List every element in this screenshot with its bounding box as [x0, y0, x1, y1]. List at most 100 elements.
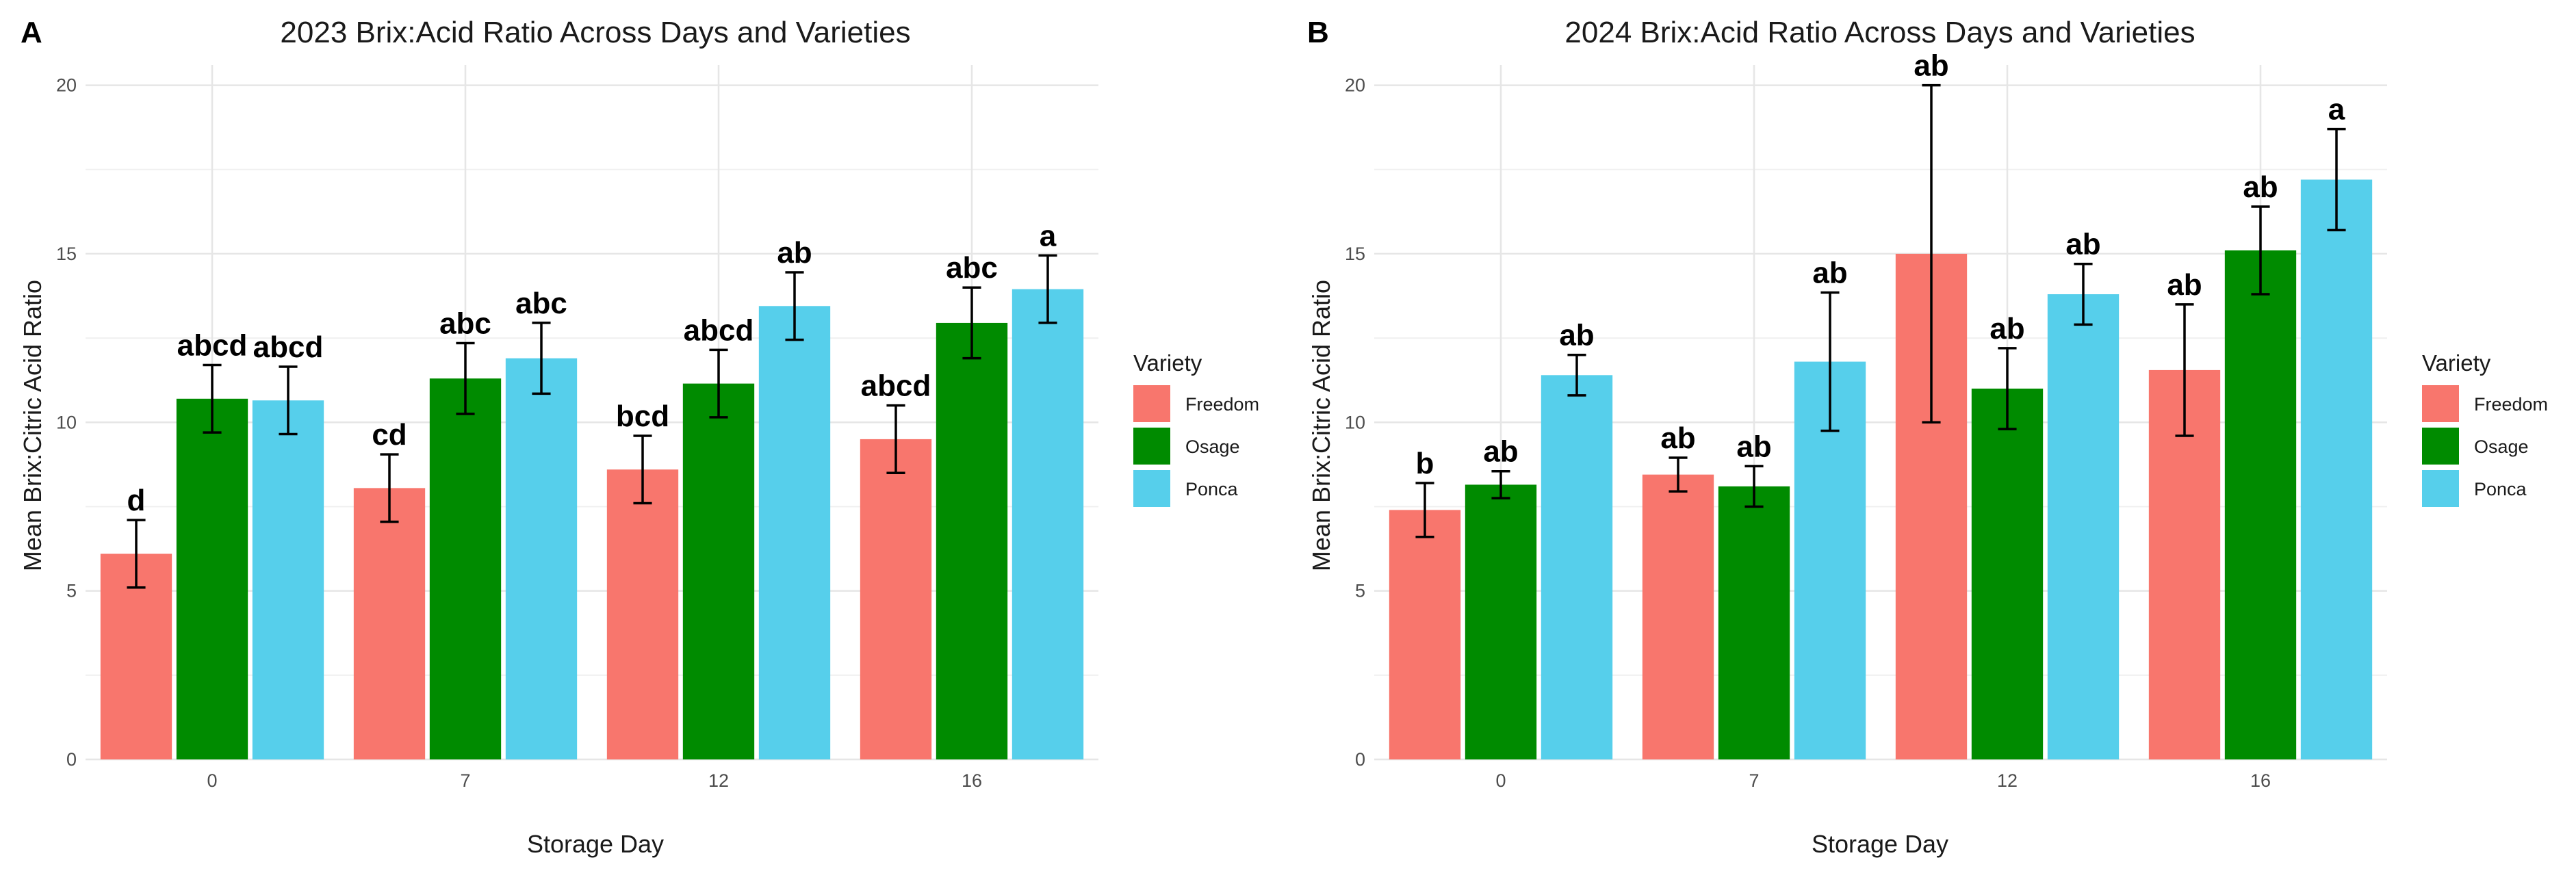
bar-ponca-day-12: [758, 306, 831, 759]
bar-ponca-day-0: [252, 400, 324, 759]
bar-osage-day-12: [682, 383, 755, 759]
significance-label: abc: [515, 287, 567, 320]
y-axis-label-a: Mean Brix:Citric Acid Ratio: [18, 280, 47, 571]
y-tick-label: 15: [1345, 244, 1365, 264]
x-tick-label: 7: [1749, 770, 1759, 791]
significance-label: ab: [2243, 170, 2278, 204]
error-bar: [1820, 291, 1840, 432]
x-tick-label: 12: [1997, 770, 2018, 791]
significance-label: ab: [1914, 49, 1948, 83]
bar-freedom-day-7: [353, 488, 426, 759]
significance-label: abc: [439, 307, 491, 340]
significance-label: cd: [372, 418, 407, 452]
y-tick-label: 0: [66, 749, 77, 770]
error-bar: [2074, 262, 2093, 326]
bar-osage-day-16: [2224, 250, 2297, 760]
error-bar: [1567, 353, 1586, 397]
bar-ponca-day-16: [2300, 179, 2373, 759]
y-tick-label: 5: [1355, 581, 1365, 601]
legend-label-ponca-b: Ponca: [2474, 479, 2527, 499]
legend-swatch-osage-a: [1133, 428, 1170, 465]
bar-ponca-day-12: [2047, 294, 2120, 759]
error-bar: [886, 404, 905, 474]
error-bar: [633, 434, 652, 505]
significance-label: ab: [1812, 257, 1847, 290]
legend-label-ponca-a: Ponca: [1185, 479, 1239, 499]
legend-label-freedom-a: Freedom: [1185, 394, 1259, 415]
significance-label: abcd: [684, 313, 754, 347]
bar-osage-day-0: [176, 398, 248, 759]
error-bar: [1922, 83, 1941, 424]
error-bar: [1491, 469, 1510, 499]
error-bar: [1669, 456, 1688, 493]
error-bar: [380, 453, 399, 523]
chart-title-a: 2023 Brix:Acid Ratio Across Days and Var…: [280, 16, 910, 49]
plot-area-b: 0 5 10 15 20 0 7 12 16 b ab ab ab ab ab ab ab ab ab ab a: [1345, 49, 2387, 791]
error-bar: [1415, 482, 1434, 538]
legend-swatch-freedom-b: [2422, 385, 2459, 422]
x-tick-label: 16: [2250, 770, 2271, 791]
bar-freedom-day-0: [1389, 510, 1461, 759]
legend-swatch-osage-b: [2422, 428, 2459, 465]
x-axis-label-a: Storage Day: [527, 830, 664, 858]
legend-swatch-freedom-a: [1133, 385, 1170, 422]
error-bar: [709, 348, 728, 419]
significance-label: ab: [2065, 228, 2100, 261]
significance-label: abcd: [253, 330, 324, 364]
x-tick-label: 0: [207, 770, 217, 791]
legend-label-osage-b: Osage: [2474, 436, 2529, 457]
error-bar: [962, 286, 981, 360]
error-bar: [203, 363, 222, 434]
significance-label: ab: [1660, 421, 1695, 455]
bar-ponca-day-0: [1541, 375, 1613, 759]
y-tick-label: 20: [1345, 75, 1365, 96]
significance-label: ab: [1989, 312, 2024, 346]
y-tick-label: 20: [56, 75, 77, 96]
chart-title-b: 2024 Brix:Acid Ratio Across Days and Var…: [1564, 16, 2195, 49]
y-tick-label: 15: [56, 244, 77, 264]
y-tick-label: 0: [1355, 749, 1365, 770]
significance-label: abcd: [861, 369, 931, 403]
legend-swatch-ponca-b: [2422, 470, 2459, 507]
legend-label-osage-a: Osage: [1185, 436, 1240, 457]
error-bar: [279, 365, 298, 436]
bar-osage-day-16: [936, 322, 1008, 759]
error-bar: [127, 519, 146, 589]
bar-freedom-day-7: [1642, 474, 1714, 759]
y-axis-label-b: Mean Brix:Citric Acid Ratio: [1307, 280, 1335, 571]
error-bar: [1744, 465, 1764, 508]
significance-label: ab: [1559, 319, 1594, 352]
bar-osage-day-0: [1465, 484, 1537, 759]
legend-label-freedom-b: Freedom: [2474, 394, 2548, 415]
y-tick-label: 10: [56, 412, 77, 432]
bar-freedom-day-12: [606, 469, 679, 759]
error-bar: [532, 322, 551, 395]
panel-letter-a: A: [21, 16, 42, 49]
error-bar: [785, 271, 804, 341]
x-tick-label: 16: [962, 770, 982, 791]
significance-label: a: [1040, 219, 1057, 252]
significance-label: d: [127, 484, 146, 517]
legend-b: Variety Freedom Osage Ponca: [2422, 350, 2548, 507]
x-tick-label: 7: [460, 770, 470, 791]
bar-osage-day-7: [429, 378, 502, 759]
error-bar: [2175, 303, 2194, 437]
significance-label: abcd: [177, 329, 248, 363]
significance-label: ab: [777, 236, 812, 270]
error-bar: [1038, 254, 1057, 324]
significance-label: b: [1416, 447, 1434, 480]
bar-osage-day-12: [1971, 389, 2044, 759]
legend-swatch-ponca-a: [1133, 470, 1170, 507]
legend-title-b: Variety: [2422, 350, 2491, 376]
bar-ponca-day-16: [1012, 289, 1084, 759]
significance-label: ab: [2167, 268, 2202, 302]
bar-ponca-day-7: [505, 358, 578, 759]
error-bar: [2251, 205, 2270, 296]
significance-label: ab: [1736, 430, 1771, 463]
y-tick-label: 10: [1345, 412, 1365, 432]
legend-title-a: Variety: [1133, 350, 1202, 376]
x-tick-label: 12: [708, 770, 729, 791]
legend-a: Variety Freedom Osage Ponca: [1133, 350, 1259, 507]
